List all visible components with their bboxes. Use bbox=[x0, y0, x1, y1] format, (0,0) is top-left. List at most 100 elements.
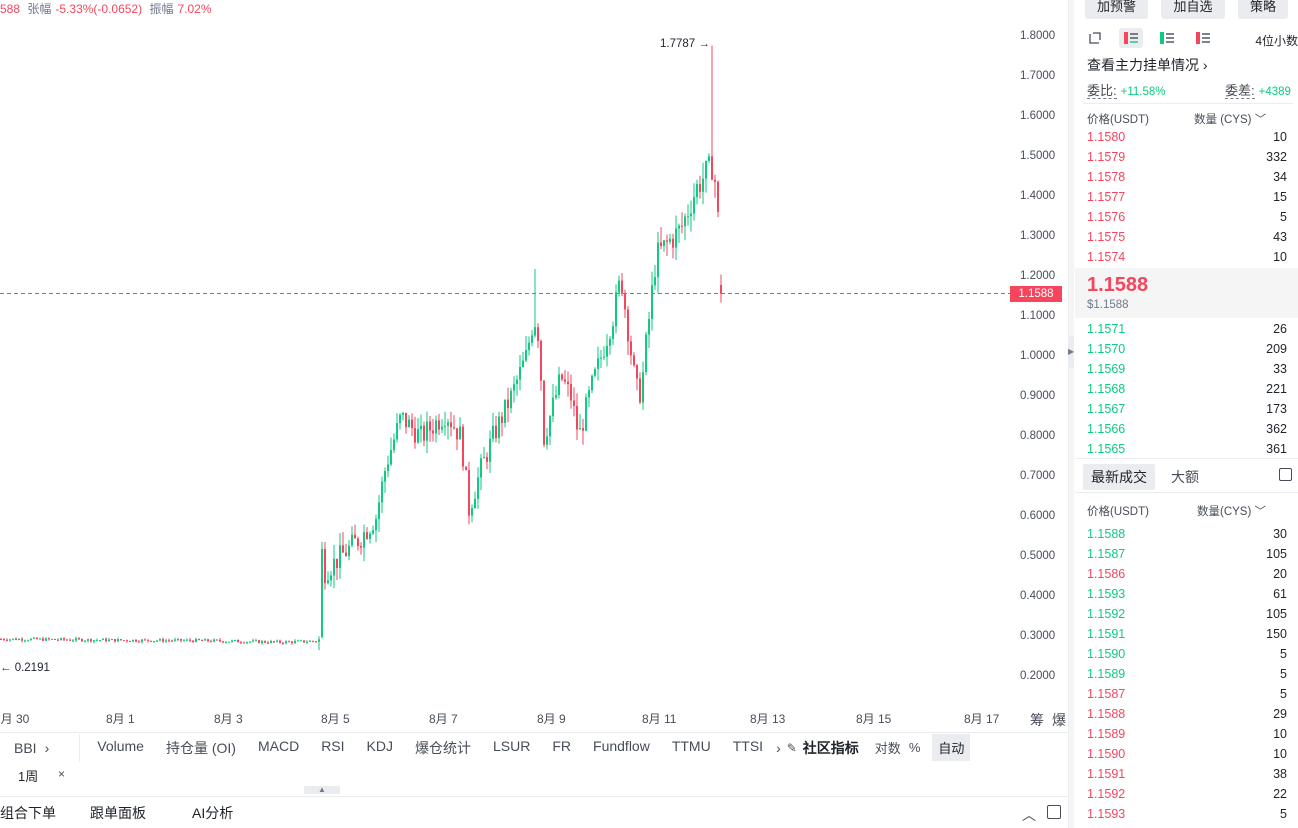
trade-row[interactable]: 1.1587 5 bbox=[1087, 684, 1287, 704]
indicator-item[interactable]: TTMU bbox=[671, 737, 711, 754]
indicator-item[interactable]: Volume bbox=[97, 737, 144, 754]
trade-row[interactable]: 1.1586 20 bbox=[1087, 564, 1287, 584]
tab-large-trades[interactable]: 大额 bbox=[1171, 469, 1199, 485]
candle bbox=[105, 637, 107, 643]
orderbook-both-icon[interactable] bbox=[1119, 28, 1143, 48]
orderbook-row[interactable]: 1.1565 361 bbox=[1087, 439, 1287, 459]
tab-copy-panel[interactable]: 跟单面板 bbox=[90, 804, 146, 821]
candle bbox=[396, 413, 398, 443]
orderbook-row[interactable]: 1.1568 221 bbox=[1087, 379, 1287, 399]
x-tick-label: 8月 7 bbox=[429, 712, 458, 726]
indicator-item[interactable]: 爆仓统计 bbox=[414, 739, 471, 756]
candle bbox=[690, 200, 692, 232]
trade-row[interactable]: 1.1591 38 bbox=[1087, 764, 1287, 784]
edit-icon[interactable]: ✎ bbox=[786, 740, 797, 755]
x-tick-label: 7月 30 bbox=[0, 712, 30, 726]
candle bbox=[609, 335, 611, 355]
row-price: 1.1590 bbox=[1087, 647, 1126, 661]
chevron-up-icon[interactable]: ︿ bbox=[1022, 807, 1036, 823]
orderbook-row[interactable]: 1.1579 332 bbox=[1087, 147, 1287, 167]
qty-column-header[interactable]: 数量 (CYS) ﹀ bbox=[1194, 114, 1267, 126]
indicator-bbi[interactable]: BBI bbox=[14, 739, 37, 756]
trade-row[interactable]: 1.1593 61 bbox=[1087, 584, 1287, 604]
auto-scale-toggle[interactable]: 自动 bbox=[932, 734, 971, 761]
liquidation-toggle[interactable]: 爆 bbox=[1052, 712, 1066, 728]
divider bbox=[1075, 458, 1298, 459]
log-scale-toggle[interactable]: 对数 bbox=[874, 741, 901, 756]
trade-row[interactable]: 1.1591 150 bbox=[1087, 624, 1287, 644]
row-price: 1.1567 bbox=[1087, 402, 1126, 416]
candle bbox=[684, 213, 686, 241]
indicator-item[interactable]: FR bbox=[552, 737, 572, 754]
orderbook-row[interactable]: 1.1569 33 bbox=[1087, 359, 1287, 379]
indicator-item[interactable]: RSI bbox=[321, 737, 345, 754]
orderbook-row[interactable]: 1.1576 5 bbox=[1087, 207, 1287, 227]
candle bbox=[459, 417, 461, 440]
period-label[interactable]: 1周 bbox=[18, 769, 39, 784]
candle bbox=[0, 637, 2, 640]
candle bbox=[522, 351, 524, 368]
chip-distribution-toggle[interactable]: 筹 bbox=[1030, 712, 1044, 728]
resize-handle[interactable]: ▲ bbox=[304, 786, 340, 794]
trade-row[interactable]: 1.1592 22 bbox=[1087, 784, 1287, 804]
trade-row[interactable]: 1.1593 5 bbox=[1087, 804, 1287, 824]
price-chart[interactable]: 1.7787 → ← 0.2191 1.1588 1.8000 1.7000 1.6… bbox=[0, 0, 1068, 730]
trade-row[interactable]: 1.1587 105 bbox=[1087, 544, 1287, 564]
orderbook-row[interactable]: 1.1575 43 bbox=[1087, 227, 1287, 247]
orderbook-row[interactable]: 1.1577 15 bbox=[1087, 187, 1287, 207]
main-orders-link[interactable]: 查看主力挂单情况 › bbox=[1087, 57, 1208, 73]
candle bbox=[324, 541, 326, 590]
tab-combo-order[interactable]: 组合下单 bbox=[0, 804, 56, 821]
x-tick-label: 8月 3 bbox=[214, 712, 243, 726]
orderbook-asks-icon[interactable] bbox=[1191, 28, 1215, 48]
candle bbox=[252, 638, 254, 643]
large-trades-checkbox[interactable] bbox=[1279, 468, 1292, 481]
popout-icon[interactable] bbox=[1083, 28, 1107, 48]
strategy-button[interactable]: 策略 bbox=[1237, 0, 1288, 19]
add-watchlist-button[interactable]: 加自选 bbox=[1161, 0, 1225, 19]
trade-row[interactable]: 1.1589 10 bbox=[1087, 724, 1287, 744]
row-price: 1.1568 bbox=[1087, 382, 1126, 396]
tab-latest-trades[interactable]: 最新成交 bbox=[1083, 464, 1155, 490]
candle bbox=[399, 413, 401, 430]
indicator-bar: BBI › Volume 持仓量 (OI) MACD RSI KDJ 爆仓统计 LSUR FR… bbox=[0, 732, 1068, 762]
candle bbox=[417, 418, 419, 444]
orderbook-row[interactable]: 1.1574 10 bbox=[1087, 247, 1287, 267]
indicator-item[interactable]: TTSI bbox=[732, 737, 764, 754]
chevron-right-icon[interactable]: › bbox=[44, 739, 50, 756]
orderbook-row[interactable]: 1.1570 209 bbox=[1087, 339, 1287, 359]
community-indicators[interactable]: 社区指标 bbox=[802, 739, 859, 756]
indicator-item[interactable]: MACD bbox=[257, 737, 300, 754]
orderbook-row[interactable]: 1.1571 26 bbox=[1087, 319, 1287, 339]
close-icon[interactable]: × bbox=[58, 767, 66, 781]
trade-row[interactable]: 1.1588 29 bbox=[1087, 704, 1287, 724]
indicator-item[interactable]: Fundflow bbox=[593, 737, 650, 754]
orderbook-row[interactable]: 1.1567 173 bbox=[1087, 399, 1287, 419]
trade-row[interactable]: 1.1592 105 bbox=[1087, 604, 1287, 624]
add-alert-button[interactable]: 加预警 bbox=[1085, 0, 1149, 19]
trade-row[interactable]: 1.1589 5 bbox=[1087, 664, 1287, 684]
tab-ai-analysis[interactable]: AI分析 bbox=[192, 804, 234, 821]
indicator-item[interactable]: LSUR bbox=[492, 737, 531, 754]
trade-row[interactable]: 1.1588 30 bbox=[1087, 524, 1287, 544]
chevron-right-icon[interactable]: › bbox=[776, 739, 781, 756]
indicator-item[interactable]: 持仓量 (OI) bbox=[165, 739, 236, 756]
trade-row[interactable]: 1.1590 10 bbox=[1087, 744, 1287, 764]
orderbook-row[interactable]: 1.1578 34 bbox=[1087, 167, 1287, 187]
qty-column-header[interactable]: 数量(CYS) ﹀ bbox=[1197, 506, 1266, 518]
expand-icon[interactable] bbox=[1047, 805, 1061, 819]
candle bbox=[231, 639, 233, 643]
candle bbox=[378, 494, 380, 532]
trade-row[interactable]: 1.1590 5 bbox=[1087, 644, 1287, 664]
percent-scale-toggle[interactable]: % bbox=[908, 740, 921, 755]
collapse-panel-icon[interactable]: ▶ bbox=[1068, 336, 1074, 368]
candlestick-chart[interactable] bbox=[0, 0, 1068, 730]
decimals-select[interactable]: 4位小数 bbox=[1255, 34, 1298, 48]
orderbook-row[interactable]: 1.1580 10 bbox=[1087, 127, 1287, 147]
orderbook-bids-icon[interactable] bbox=[1155, 28, 1179, 48]
row-quantity: 34 bbox=[1273, 170, 1287, 184]
candle bbox=[675, 215, 677, 260]
candle bbox=[258, 639, 260, 644]
indicator-item[interactable]: KDJ bbox=[366, 737, 393, 754]
orderbook-row[interactable]: 1.1566 362 bbox=[1087, 419, 1287, 439]
